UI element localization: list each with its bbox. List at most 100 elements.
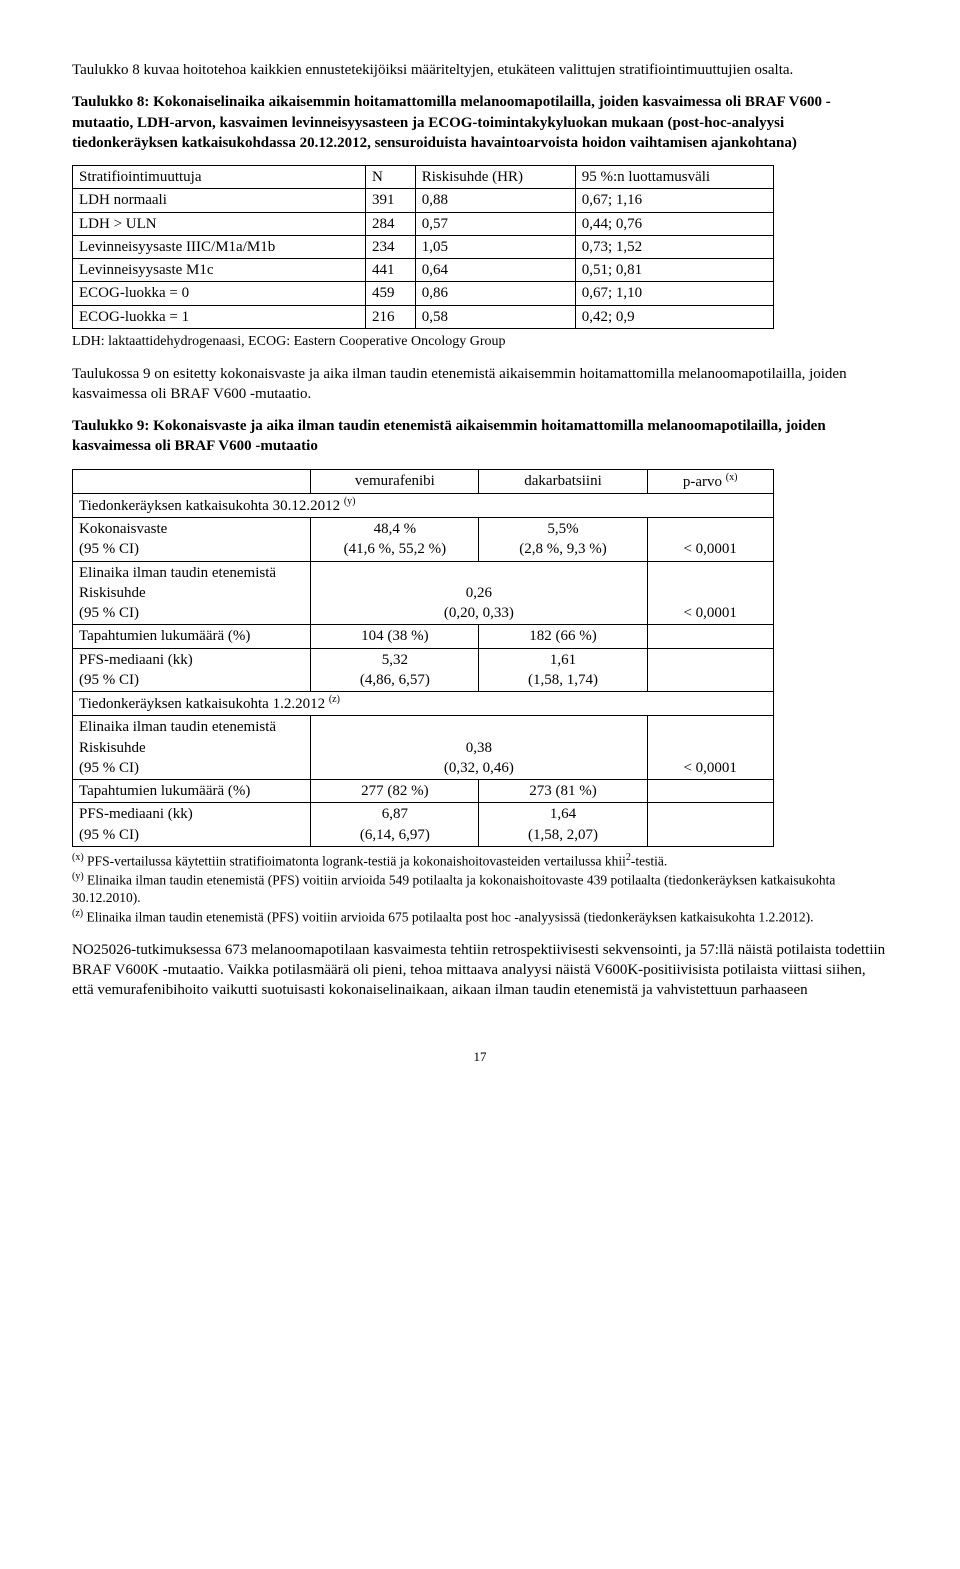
text: PFS-mediaani (kk) <box>79 806 193 822</box>
cell: 104 (38 %) <box>311 625 479 648</box>
text: Riskisuhde <box>79 585 146 601</box>
cell: 391 <box>366 189 416 212</box>
cell: 0,67; 1,10 <box>575 282 773 305</box>
text: 5,5% <box>547 521 578 537</box>
cell: 0,58 <box>415 305 575 328</box>
text: Kokonaisvaste <box>79 521 167 537</box>
cell: 0,64 <box>415 259 575 282</box>
cell: 1,61 (1,58, 1,74) <box>479 648 647 692</box>
section-header: Tiedonkeräyksen katkaisukohta 1.2.2012 (… <box>73 692 774 716</box>
text: (0,20, 0,33) <box>444 605 514 621</box>
text: p-arvo <box>683 474 726 490</box>
cell: ECOG-luokka = 1 <box>73 305 366 328</box>
cell: 216 <box>366 305 416 328</box>
cell: LDH > ULN <box>73 212 366 235</box>
cell: 277 (82 %) <box>311 780 479 803</box>
text: 6,87 <box>382 806 408 822</box>
cell: 0,88 <box>415 189 575 212</box>
cell: 441 <box>366 259 416 282</box>
text: (6,14, 6,97) <box>360 827 430 843</box>
text: (2,8 %, 9,3 %) <box>519 541 606 557</box>
table-row: ECOG-luokka = 1 216 0,58 0,42; 0,9 <box>73 305 774 328</box>
text: (1,58, 2,07) <box>528 827 598 843</box>
text: (95 % CI) <box>79 672 139 688</box>
cell: Kokonaisvaste (95 % CI) <box>73 518 311 562</box>
footnote-text: Elinaika ilman taudin etenemistä (PFS) v… <box>83 909 813 924</box>
text: PFS-mediaani (kk) <box>79 652 193 668</box>
table-row: PFS-mediaani (kk) (95 % CI) 5,32 (4,86, 6,… <box>73 648 774 692</box>
col-header: p-arvo (x) <box>647 469 773 493</box>
text: 48,4 % <box>374 521 417 537</box>
table-row: Tiedonkeräyksen katkaisukohta 30.12.2012… <box>73 493 774 517</box>
text: 1,61 <box>550 652 576 668</box>
sup: (x) <box>726 472 738 483</box>
text: 0,26 <box>466 585 492 601</box>
cell: 0,57 <box>415 212 575 235</box>
text: Tiedonkeräyksen katkaisukohta 1.2.2012 <box>79 696 329 712</box>
text: (4,86, 6,57) <box>360 672 430 688</box>
text: (95 % CI) <box>79 605 139 621</box>
table9-title: Taulukko 9: Kokonaisvaste ja aika ilman … <box>72 416 888 457</box>
table-row: Stratifiointimuuttuja N Riskisuhde (HR) … <box>73 166 774 189</box>
col-header: N <box>366 166 416 189</box>
col-header: Stratifiointimuuttuja <box>73 166 366 189</box>
text: (95 % CI) <box>79 541 139 557</box>
cell: ECOG-luokka = 0 <box>73 282 366 305</box>
col-header: vemurafenibi <box>311 469 479 493</box>
text: (41,6 %, 55,2 %) <box>344 541 446 557</box>
cell: < 0,0001 <box>647 518 773 562</box>
table9-footnotes: (x) PFS-vertailussa käytettiin stratifio… <box>72 851 888 926</box>
text: (1,58, 1,74) <box>528 672 598 688</box>
cell: 234 <box>366 235 416 258</box>
text: Elinaika ilman taudin etenemistä <box>79 565 276 581</box>
table8: Stratifiointimuuttuja N Riskisuhde (HR) … <box>72 165 774 329</box>
cell: 273 (81 %) <box>479 780 647 803</box>
text: (95 % CI) <box>79 760 139 776</box>
text: 1,64 <box>550 806 576 822</box>
sup: (z) <box>329 694 340 705</box>
section-header: Tiedonkeräyksen katkaisukohta 30.12.2012… <box>73 493 774 517</box>
intro-paragraph: Taulukko 8 kuvaa hoitotehoa kaikkien enn… <box>72 60 888 80</box>
footnote-sup: (z) <box>72 908 83 919</box>
footnote-text: Elinaika ilman taudin etenemistä (PFS) v… <box>72 872 835 905</box>
table-row: Elinaika ilman taudin etenemistä Riskisu… <box>73 561 774 625</box>
cell: Levinneisyysaste IIIC/M1a/M1b <box>73 235 366 258</box>
table8-title: Taulukko 8: Kokonaiselinaika aikaisemmin… <box>72 92 888 153</box>
table-row: Tapahtumien lukumäärä (%) 277 (82 %) 273… <box>73 780 774 803</box>
cell: 1,05 <box>415 235 575 258</box>
cell: 5,5% (2,8 %, 9,3 %) <box>479 518 647 562</box>
cell: 459 <box>366 282 416 305</box>
table-row: Tiedonkeräyksen katkaisukohta 1.2.2012 (… <box>73 692 774 716</box>
cell <box>647 803 773 847</box>
table-row: Levinneisyysaste M1c 441 0,64 0,51; 0,81 <box>73 259 774 282</box>
cell: 6,87 (6,14, 6,97) <box>311 803 479 847</box>
footnote-text: -testiä. <box>631 853 667 868</box>
page-number: 17 <box>72 1048 888 1066</box>
table-row: vemurafenibi dakarbatsiini p-arvo (x) <box>73 469 774 493</box>
cell: Tapahtumien lukumäärä (%) <box>73 625 311 648</box>
cell: 1,64 (1,58, 2,07) <box>479 803 647 847</box>
text: Riskisuhde <box>79 740 146 756</box>
text: 5,32 <box>382 652 408 668</box>
table-row: LDH normaali 391 0,88 0,67; 1,16 <box>73 189 774 212</box>
table-row: Elinaika ilman taudin etenemistä Riskisu… <box>73 716 774 780</box>
cell: PFS-mediaani (kk) (95 % CI) <box>73 803 311 847</box>
footnote-sup: (x) <box>72 852 84 863</box>
table8-caption: LDH: laktaattidehydrogenaasi, ECOG: East… <box>72 333 888 352</box>
table-row: PFS-mediaani (kk) (95 % CI) 6,87 (6,14, 6,… <box>73 803 774 847</box>
cell: 0,26 (0,20, 0,33) <box>311 561 647 625</box>
cell <box>647 648 773 692</box>
cell: 182 (66 %) <box>479 625 647 648</box>
table-row: Tapahtumien lukumäärä (%) 104 (38 %) 182… <box>73 625 774 648</box>
text: (95 % CI) <box>79 827 139 843</box>
cell: 0,38 (0,32, 0,46) <box>311 716 647 780</box>
cell <box>647 780 773 803</box>
footnote-text: PFS-vertailussa käytettiin stratifioimat… <box>84 853 626 868</box>
closing-paragraph: NO25026-tutkimuksessa 673 melanoomapotil… <box>72 940 888 1001</box>
cell: < 0,0001 <box>647 561 773 625</box>
cell: Elinaika ilman taudin etenemistä Riskisu… <box>73 561 311 625</box>
cell: 48,4 % (41,6 %, 55,2 %) <box>311 518 479 562</box>
table-row: Levinneisyysaste IIIC/M1a/M1b 234 1,05 0… <box>73 235 774 258</box>
text: (0,32, 0,46) <box>444 760 514 776</box>
cell: 0,44; 0,76 <box>575 212 773 235</box>
